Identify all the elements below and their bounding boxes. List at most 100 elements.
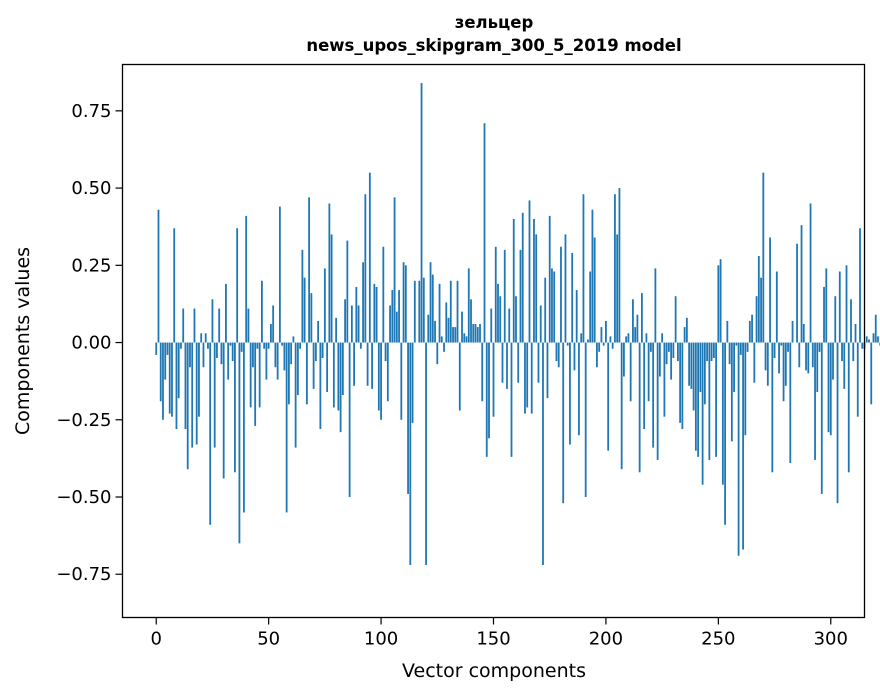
bar (757, 256, 760, 343)
bar (834, 296, 837, 343)
bar (175, 342, 178, 430)
bar (472, 324, 475, 343)
bar (778, 342, 780, 374)
bar (191, 342, 194, 448)
bar (859, 228, 861, 343)
bar (434, 320, 436, 343)
bar (445, 302, 448, 343)
bar (335, 317, 338, 343)
bar (382, 246, 385, 343)
bar (508, 308, 511, 343)
bar (847, 342, 850, 473)
bar (494, 246, 497, 343)
bar (814, 342, 816, 460)
bar (877, 336, 879, 343)
bar (663, 342, 666, 417)
bar (717, 265, 720, 343)
bar (184, 342, 187, 430)
bar (321, 342, 324, 358)
bar (647, 342, 650, 402)
bar (746, 342, 749, 352)
bar (744, 342, 747, 436)
bar (245, 215, 248, 343)
bar (305, 342, 308, 405)
bar (526, 342, 529, 408)
bar (515, 296, 517, 343)
bar (809, 203, 812, 343)
bar (560, 246, 562, 343)
bar (751, 314, 753, 343)
bar (593, 237, 596, 343)
bar (721, 342, 724, 485)
bar (733, 342, 735, 392)
chart-title-line2: news_upos_skipgram_300_5_2019 model (306, 36, 681, 55)
y-tick-label: −0.25 (56, 410, 111, 431)
bar (155, 342, 158, 355)
bar (697, 342, 700, 457)
bar (503, 249, 506, 343)
bar (162, 342, 164, 420)
bar (708, 342, 711, 460)
bar (470, 299, 472, 343)
bar (326, 342, 329, 392)
bar (202, 342, 205, 368)
bar (872, 333, 875, 343)
x-axis-ticks: 0 50 100 150 200 250 300 (151, 617, 848, 650)
bar (715, 342, 717, 457)
bar (420, 83, 423, 343)
bar (670, 342, 673, 380)
bar (506, 342, 508, 389)
bar (775, 271, 778, 343)
bar (649, 342, 652, 352)
bar (773, 342, 776, 358)
bar (569, 342, 571, 445)
bar (407, 342, 409, 494)
bar (483, 123, 486, 343)
bar (618, 188, 621, 343)
bar (249, 342, 252, 408)
bar (654, 268, 657, 343)
bar (422, 277, 425, 343)
bar (820, 342, 823, 494)
bar (411, 342, 414, 423)
bar (364, 194, 367, 343)
bar (449, 280, 452, 343)
bar (227, 342, 230, 380)
bar (530, 342, 533, 414)
bar (240, 342, 243, 352)
bar (492, 342, 495, 417)
bar (598, 342, 601, 352)
bar (339, 342, 342, 433)
bar (517, 342, 520, 383)
x-tick-label: 0 (151, 629, 162, 650)
bar (209, 342, 212, 525)
bar (710, 342, 713, 362)
bar (258, 342, 261, 408)
bar (341, 342, 344, 396)
bar (200, 333, 203, 343)
bar (371, 342, 373, 389)
bar (766, 342, 769, 386)
bar (254, 342, 257, 426)
bar (229, 342, 232, 346)
bar (267, 342, 270, 349)
bar (535, 234, 538, 343)
bar (359, 342, 362, 349)
bar (404, 265, 407, 343)
bar (652, 342, 655, 448)
bar (665, 342, 668, 365)
bar (712, 342, 715, 358)
bar (177, 342, 180, 399)
bar (366, 342, 369, 386)
bar (805, 342, 807, 371)
bar (521, 212, 524, 343)
bar (204, 333, 207, 343)
bar (638, 342, 641, 473)
bar (195, 342, 198, 445)
bar (566, 342, 569, 346)
bar (868, 339, 870, 343)
bar (706, 342, 709, 362)
y-tick-label: 0.00 (71, 333, 111, 354)
bar (281, 342, 284, 346)
